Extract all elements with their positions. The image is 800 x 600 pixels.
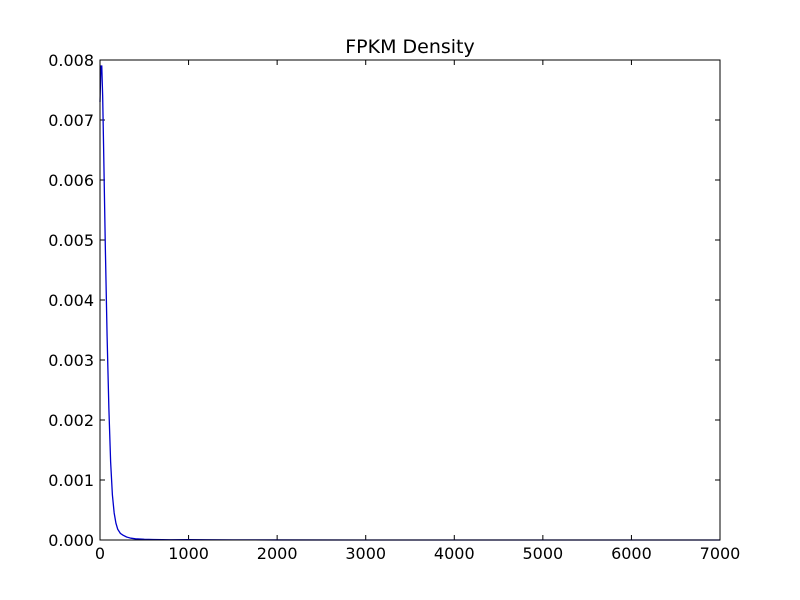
y-tick-label: 0.006 [48, 171, 94, 190]
y-tick-label: 0.005 [48, 231, 94, 250]
y-tick-label: 0.001 [48, 471, 94, 490]
x-axis: 0 1000 2000 3000 4000 5000 6000 7000 [95, 60, 740, 563]
x-tick-label: 5000 [522, 544, 563, 563]
y-tick-label: 0.004 [48, 291, 94, 310]
y-tick-label: 0.007 [48, 111, 94, 130]
y-tick-label: 0.008 [48, 51, 94, 70]
x-tick-label: 7000 [700, 544, 741, 563]
x-tick-label: 2000 [257, 544, 298, 563]
y-axis: 0.000 0.001 0.002 0.003 0.004 0.005 0.006 0.007… [48, 51, 720, 550]
x-tick-label: 1000 [168, 544, 209, 563]
x-tick-label: 3000 [345, 544, 386, 563]
y-tick-label: 0.000 [48, 531, 94, 550]
x-tick-label: 6000 [611, 544, 652, 563]
plot-frame [99, 59, 721, 541]
y-tick-label: 0.003 [48, 351, 94, 370]
chart-title: FPKM Density [345, 36, 475, 58]
x-tick-label: 0 [95, 544, 105, 563]
y-tick-label: 0.002 [48, 411, 94, 430]
x-tick-label: 4000 [434, 544, 475, 563]
